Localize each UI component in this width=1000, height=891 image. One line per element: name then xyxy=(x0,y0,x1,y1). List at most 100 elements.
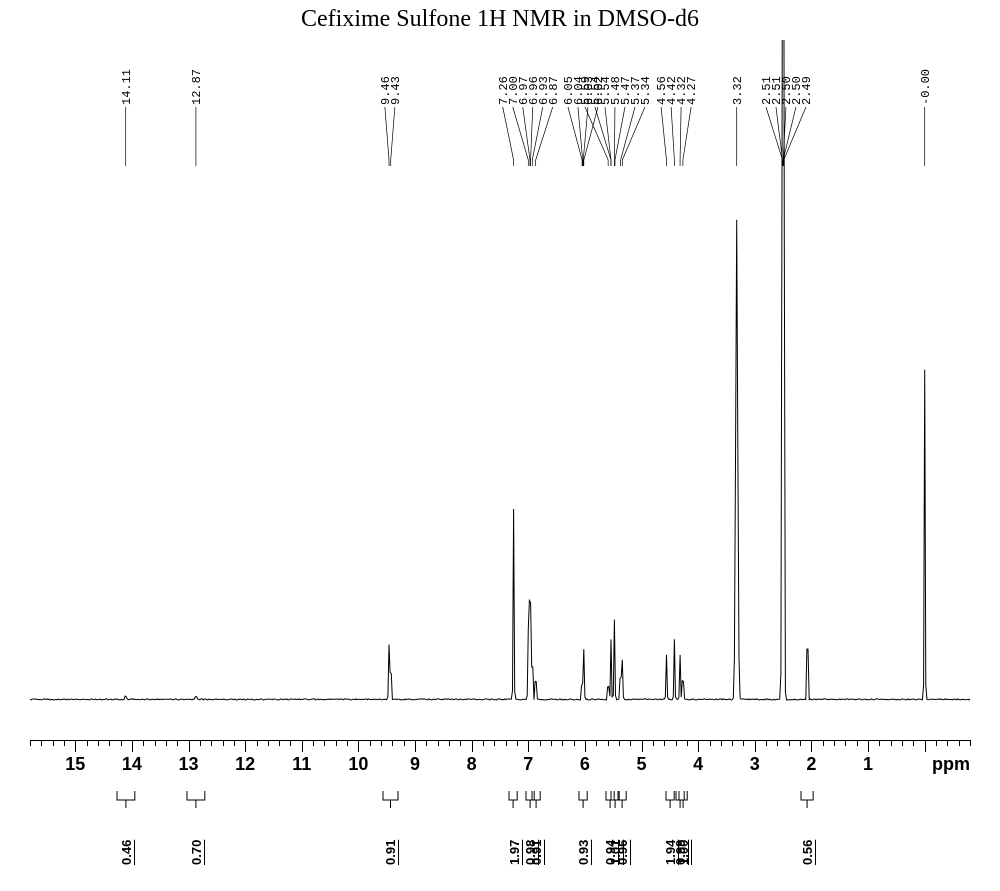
spectrum-plot: 14.1112.879.469.437.267.006.976.966.936.… xyxy=(30,40,970,730)
peak-label-tick xyxy=(621,107,635,160)
minor-tick xyxy=(279,740,280,746)
x-axis: ppm 151413121110987654321 xyxy=(30,740,970,790)
minor-tick xyxy=(381,740,382,746)
peak-label-tick xyxy=(531,107,533,160)
major-tick xyxy=(189,740,190,752)
peak-label-tick xyxy=(622,107,645,160)
integral-bracket xyxy=(531,790,541,810)
minor-tick xyxy=(347,740,348,746)
minor-tick xyxy=(619,740,620,746)
integral-group: 0.91 xyxy=(531,790,541,880)
integral-row: 0.460.700.911.970.980.910.930.941.010.96… xyxy=(30,790,970,880)
minor-tick xyxy=(676,740,677,746)
minor-tick xyxy=(879,740,880,746)
minor-tick xyxy=(98,740,99,746)
integral-group: 0.96 xyxy=(617,790,627,880)
peak-label: 9.43 xyxy=(389,40,403,105)
minor-tick xyxy=(540,740,541,746)
major-tick xyxy=(245,740,246,752)
peak-label: 2.49 xyxy=(800,40,814,105)
peak-label-tick xyxy=(513,107,529,160)
minor-tick xyxy=(902,740,903,746)
tick-label: 1 xyxy=(863,754,873,775)
minor-tick xyxy=(143,740,144,746)
minor-tick xyxy=(404,740,405,746)
axis-unit: ppm xyxy=(932,754,970,775)
minor-tick xyxy=(211,740,212,746)
peak-label-tick xyxy=(385,107,389,160)
minor-tick xyxy=(857,740,858,746)
integral-group: 0.70 xyxy=(186,790,206,880)
minor-tick xyxy=(155,740,156,746)
integral-group: 0.46 xyxy=(116,790,136,880)
integral-label: 0.46 xyxy=(119,810,134,865)
minor-tick xyxy=(630,740,631,746)
peak-label: 4.27 xyxy=(685,40,699,105)
tick-label: 4 xyxy=(693,754,703,775)
integral-bracket xyxy=(116,790,136,810)
minor-tick xyxy=(608,740,609,746)
minor-tick xyxy=(800,740,801,746)
major-tick xyxy=(925,740,926,752)
chart-title: Cefixime Sulfone 1H NMR in DMSO-d6 xyxy=(0,6,1000,33)
minor-tick xyxy=(121,740,122,746)
minor-tick xyxy=(166,740,167,746)
integral-group: 0.56 xyxy=(800,790,814,880)
peak-label-tick xyxy=(391,107,395,160)
minor-tick xyxy=(41,740,42,746)
minor-tick xyxy=(257,740,258,746)
peak-label-tick xyxy=(605,107,611,160)
minor-tick xyxy=(653,740,654,746)
minor-tick xyxy=(687,740,688,746)
peak-label-tick xyxy=(784,107,806,160)
major-tick xyxy=(698,740,699,752)
minor-tick xyxy=(324,740,325,746)
minor-tick xyxy=(517,740,518,746)
minor-tick xyxy=(845,740,846,746)
minor-tick xyxy=(449,740,450,746)
minor-tick xyxy=(823,740,824,746)
peak-label-tick xyxy=(614,107,615,160)
tick-label: 8 xyxy=(467,754,477,775)
minor-tick xyxy=(53,740,54,746)
peak-label: 12.87 xyxy=(190,40,204,105)
axis-line xyxy=(30,740,970,741)
integral-label: 0.91 xyxy=(529,810,544,865)
peak-label-tick xyxy=(503,107,514,160)
spectrum-svg xyxy=(30,40,970,730)
integral-bracket xyxy=(678,790,688,810)
minor-tick xyxy=(494,740,495,746)
major-tick xyxy=(585,740,586,752)
minor-tick xyxy=(223,740,224,746)
tick-label: 11 xyxy=(292,754,311,775)
integral-group: 0.93 xyxy=(578,790,588,880)
tick-label: 12 xyxy=(235,754,255,775)
integral-label: 0.56 xyxy=(800,810,815,865)
minor-tick xyxy=(506,740,507,746)
minor-tick xyxy=(234,740,235,746)
peak-label-tick xyxy=(683,107,691,160)
integral-bracket xyxy=(617,790,627,810)
minor-tick xyxy=(710,740,711,746)
minor-tick xyxy=(891,740,892,746)
major-tick xyxy=(755,740,756,752)
integral-group: 1.00 xyxy=(678,790,688,880)
integral-group: 0.91 xyxy=(382,790,399,880)
minor-tick xyxy=(392,740,393,746)
tick-label: 14 xyxy=(122,754,142,775)
minor-tick xyxy=(959,740,960,746)
integral-label: 0.93 xyxy=(576,810,591,865)
peak-label: 14.11 xyxy=(120,40,134,105)
integral-label: 0.96 xyxy=(615,810,630,865)
peak-label-tick xyxy=(680,107,681,160)
tick-label: 3 xyxy=(750,754,760,775)
minor-tick xyxy=(64,740,65,746)
peak-label-tick xyxy=(532,107,542,160)
major-tick xyxy=(358,740,359,752)
tick-label: 6 xyxy=(580,754,590,775)
minor-tick xyxy=(947,740,948,746)
integral-label: 0.91 xyxy=(383,810,398,865)
minor-tick xyxy=(664,740,665,746)
spectrum-line xyxy=(30,40,970,700)
integral-bracket xyxy=(382,790,399,810)
